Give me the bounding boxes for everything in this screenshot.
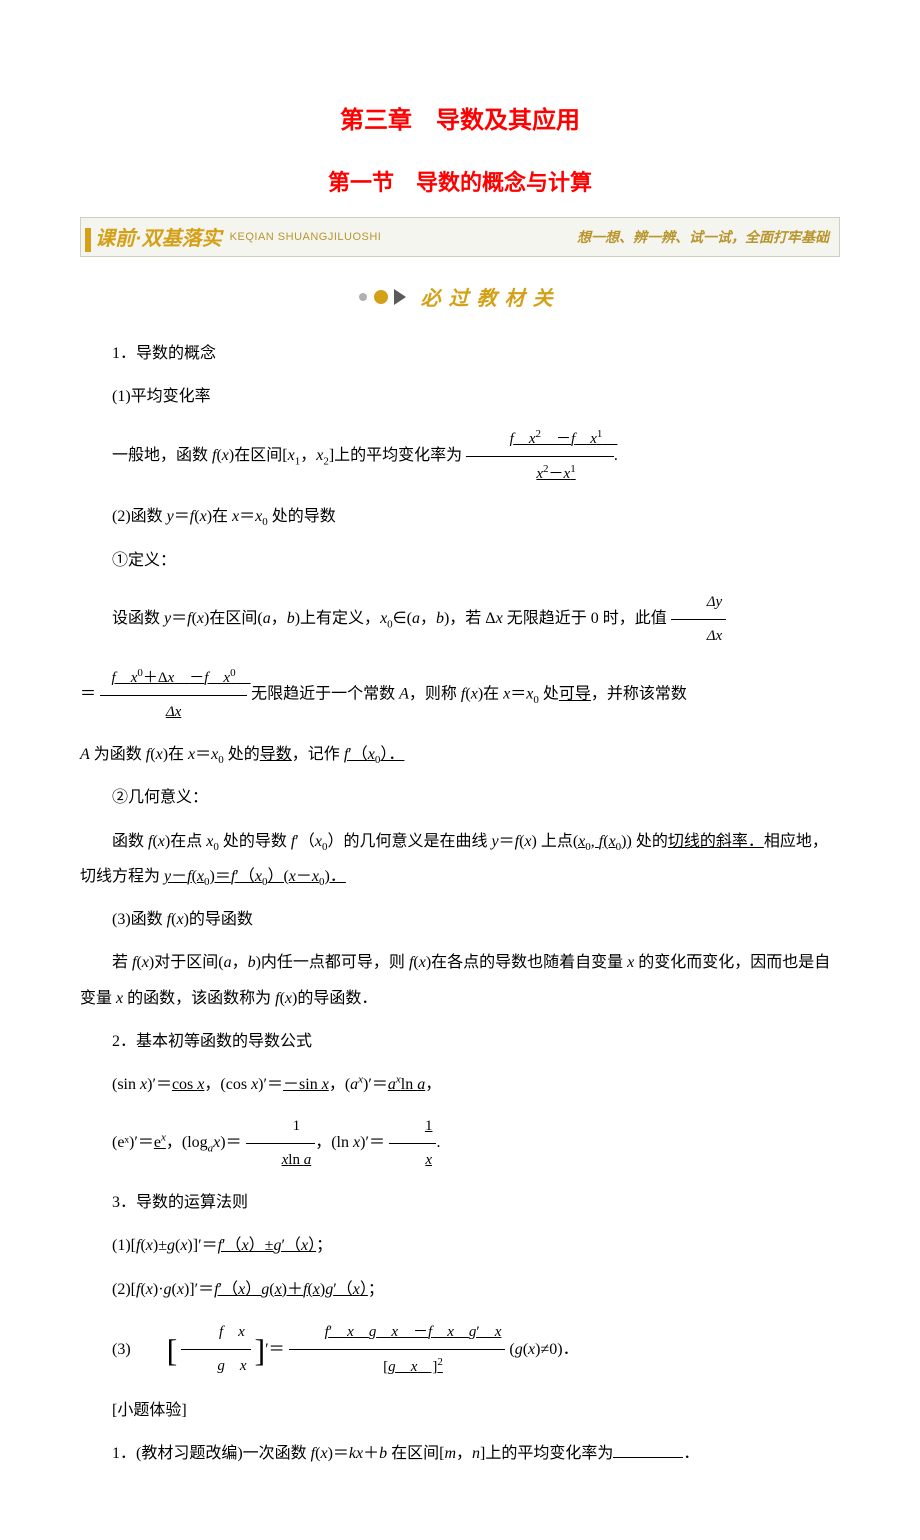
formula-line: (sin x)′＝cos x，(cos x)′＝－sin x，(ax)′＝axl… [80,1067,840,1102]
fraction: Δy Δx [671,586,726,653]
rule-3: (3) f x g x ′＝ f′ x g x －f x g′ x [g x ]… [80,1315,840,1385]
dot-icon [359,293,367,301]
rule-1: (1)[f(x)±g(x)]′＝f′（x）±g′（x）； [80,1228,840,1263]
heading-1: 1．导数的概念 [80,336,840,371]
fraction: f x0＋Δx －f x0 Δx [100,661,247,729]
para: (1)平均变化率 [80,379,840,414]
chapter-title: 第三章 导数及其应用 [80,100,840,135]
para: ①定义： [80,543,840,578]
fraction: f x2 －f x1 x2－x1 [466,422,614,491]
formula-line: (eˣ)′＝ex，(logax)＝ 1 xln a ，(ln x)′＝ 1 x … [80,1110,840,1177]
banner-right: 想一想、辨一辨、试一试，全面打牢基础 [381,227,839,247]
para: (3)函数 f(x)的导函数 [80,902,840,937]
para: 一般地，函数 f(x)在区间[x1，x2]上的平均变化率为 f x2 －f x1… [80,422,840,491]
fraction: 1 x [389,1110,437,1177]
para: (2)函数 y＝f(x)在 x＝x0 处的导数 [80,499,840,534]
para: 若 f(x)对于区间(a，b)内任一点都可导，则 f(x)在各点的导数也随着自变… [80,945,840,1015]
para: A 为函数 f(x)在 x＝x0 处的导数，记作 f′（x0）． [80,737,840,772]
subheader: 必过教材关 [80,282,840,311]
section-title: 第一节 导数的概念与计算 [80,165,840,197]
heading-2: 2．基本初等函数的导数公式 [80,1024,840,1059]
para: 函数 f(x)在点 x0 处的导数 f′（x0）的几何意义是在曲线 y＝f(x)… [80,824,840,895]
content: 1．导数的概念 (1)平均变化率 一般地，函数 f(x)在区间[x1，x2]上的… [80,336,840,1472]
blank-fill [613,1457,683,1458]
para: 设函数 y＝f(x)在区间(a，b)上有定义，x0∈(a，b)，若 Δx 无限趋… [80,586,840,653]
dot-icon [374,290,388,304]
fraction: f′ x g x －f x g′ x [g x ]2 [289,1316,506,1384]
fraction: 1 xln a [246,1110,316,1177]
para: ②几何意义： [80,780,840,815]
banner-left: 课前·双基落实 [81,222,222,252]
triangle-icon [394,289,406,305]
rule-2: (2)[f(x)·g(x)]′＝f′（x）g(x)＋f(x)g′（x）； [80,1272,840,1307]
para: ＝ f x0＋Δx －f x0 Δx 无限趋近于一个常数 A，则称 f(x)在 … [80,661,840,729]
banner-pinyin: KEQIAN SHUANGJILUOSHI [230,231,382,243]
bracket-fraction: f x g x [135,1315,266,1385]
exercise-1: 1．(教材习题改编)一次函数 f(x)＝kx＋b 在区间[m，n]上的平均变化率… [80,1436,840,1471]
banner: 课前·双基落实 KEQIAN SHUANGJILUOSHI 想一想、辨一辨、试一… [80,217,840,257]
heading-3: 3．导数的运算法则 [80,1185,840,1220]
exercise-header: [小题体验] [80,1393,840,1428]
